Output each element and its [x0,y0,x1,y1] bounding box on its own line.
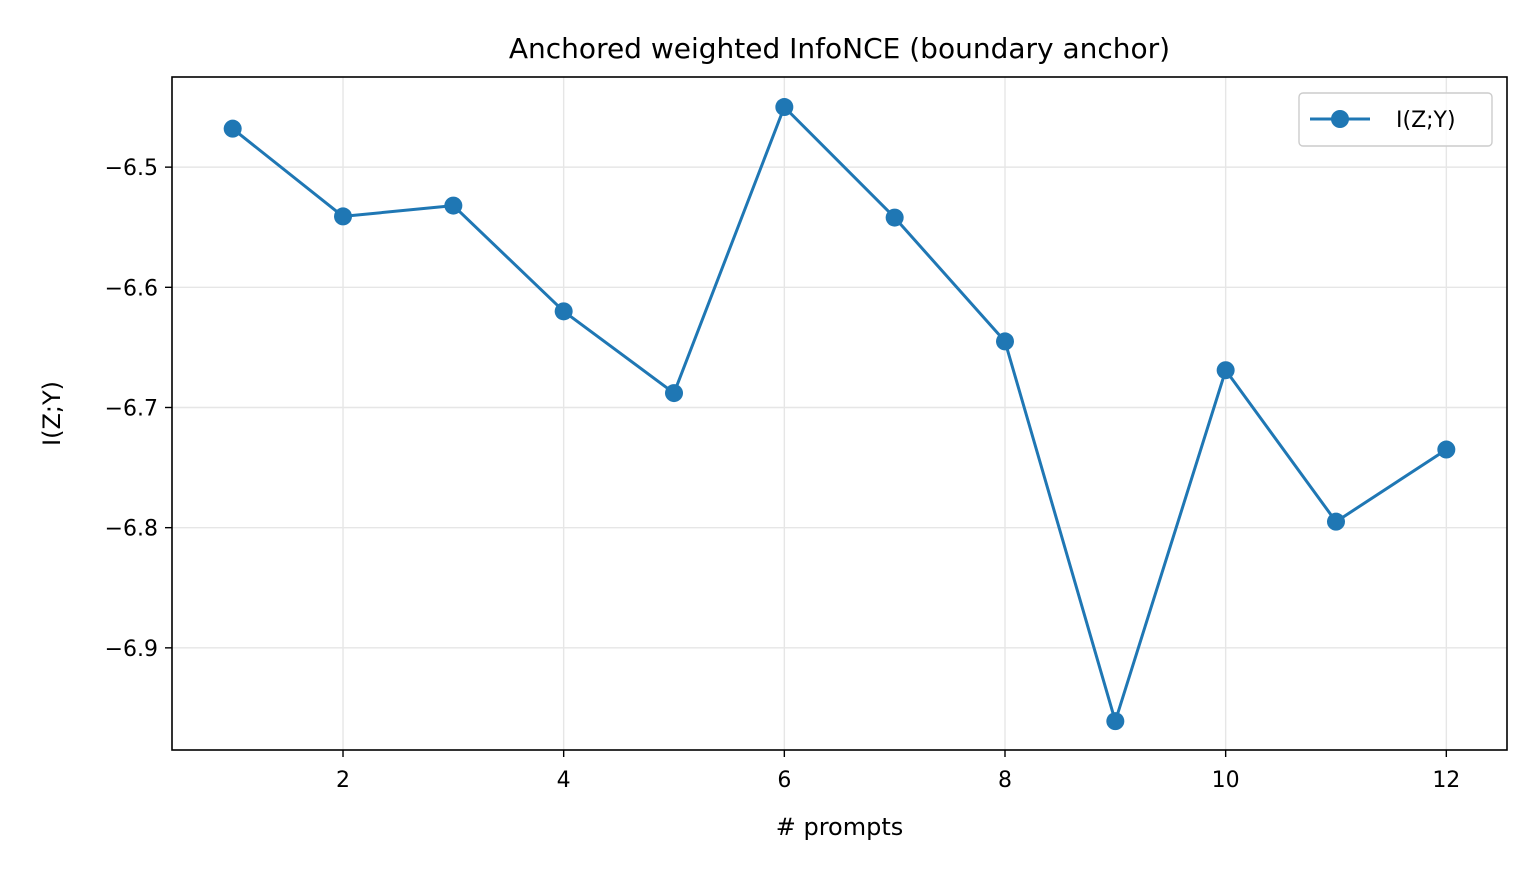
legend-label: I(Z;Y) [1396,108,1456,133]
y-tick-label: −6.6 [105,276,158,301]
data-point [554,302,573,321]
x-tick-label: 12 [1432,768,1460,793]
y-tick-label: −6.7 [105,396,158,421]
data-point [223,119,242,138]
y-tick-label: −6.9 [105,637,158,662]
y-axis-label: I(Z;Y) [38,381,66,446]
x-tick-label: 10 [1212,768,1240,793]
data-point [775,98,794,117]
data-point [885,208,904,227]
x-axis-label: # prompts [776,813,904,841]
x-tick-label: 4 [557,768,571,793]
data-point [995,332,1014,351]
x-axis-ticks: 2 4 6 8 10 12 [336,750,1460,793]
x-tick-label: 2 [336,768,350,793]
data-point [1326,512,1345,531]
grid-lines [172,77,1507,750]
y-tick-label: −6.8 [105,517,158,542]
data-point [444,196,463,215]
series-line [231,105,1448,723]
chart-title: Anchored weighted InfoNCE (boundary anch… [509,32,1170,65]
data-point [665,384,684,403]
data-point [334,207,353,226]
legend-frame [1298,92,1493,147]
series-layer [223,98,1456,731]
data-point [1216,361,1235,380]
data-point [1437,440,1456,459]
legend: I(Z;Y) [1298,92,1493,147]
y-axis-ticks: −6.5 −6.6 −6.7 −6.8 −6.9 [105,156,172,662]
plot-area-frame [171,76,1508,751]
x-tick-label: 6 [777,768,791,793]
legend-marker [1331,110,1349,128]
x-tick-label: 8 [998,768,1012,793]
y-tick-label: −6.5 [105,156,158,181]
data-point [1106,712,1125,731]
